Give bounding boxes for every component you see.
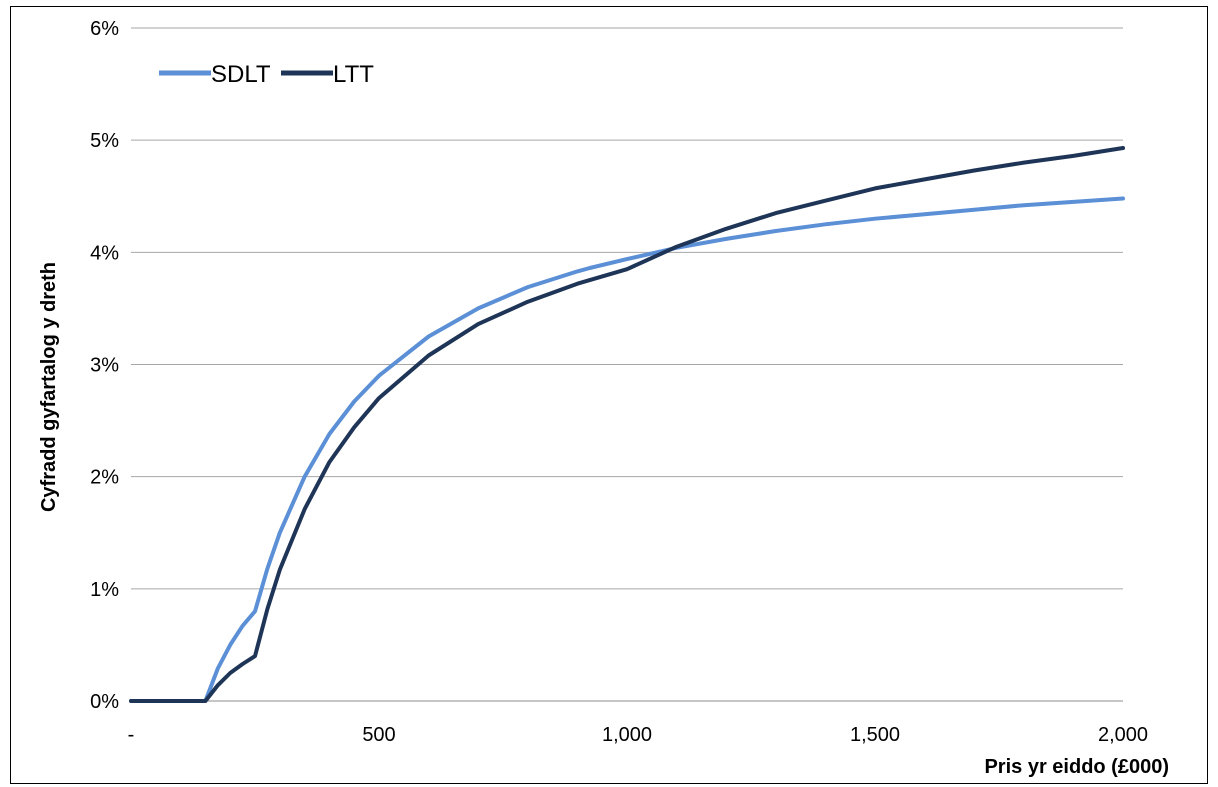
legend-label-ltt: LTT (333, 61, 374, 88)
y-tick-label-6: 6% (90, 18, 119, 40)
line-chart: 0% 1% 2% 3% 4% 5% 6% - 500 1,000 1,500 2,000 SDLT L… (38, 18, 1169, 778)
y-tick-label-4: 4% (90, 242, 119, 264)
legend: SDLT LTT (159, 61, 374, 88)
x-tick-labels: - 500 1,000 1,500 2,000 (128, 724, 1148, 746)
x-tick-label-1: 500 (362, 724, 395, 746)
x-tick-label-4: 2,000 (1098, 724, 1148, 746)
legend-label-sdlt: SDLT (211, 61, 271, 88)
series-lines (129, 146, 1125, 703)
y-axis-title: Cyfradd gyfartalog y dreth (38, 262, 60, 512)
y-tick-label-1: 1% (90, 579, 119, 601)
gridlines (131, 27, 1123, 702)
x-tick-label-3: 1,500 (850, 724, 900, 746)
y-tick-label-5: 5% (90, 130, 119, 152)
chart-frame: 0% 1% 2% 3% 4% 5% 6% - 500 1,000 1,500 2,000 SDLT L… (10, 6, 1208, 784)
y-tick-label-3: 3% (90, 355, 119, 377)
x-axis-title: Pris yr eiddo (£000) (984, 756, 1169, 778)
x-tick-label-2: 1,000 (602, 724, 652, 746)
y-tick-label-0: 0% (90, 691, 119, 713)
y-tick-label-2: 2% (90, 467, 119, 489)
series-line-ltt (129, 146, 1125, 703)
y-tick-labels: 0% 1% 2% 3% 4% 5% 6% (90, 18, 119, 713)
x-tick-label-0: - (128, 724, 135, 746)
series-line-sdlt (129, 196, 1125, 703)
